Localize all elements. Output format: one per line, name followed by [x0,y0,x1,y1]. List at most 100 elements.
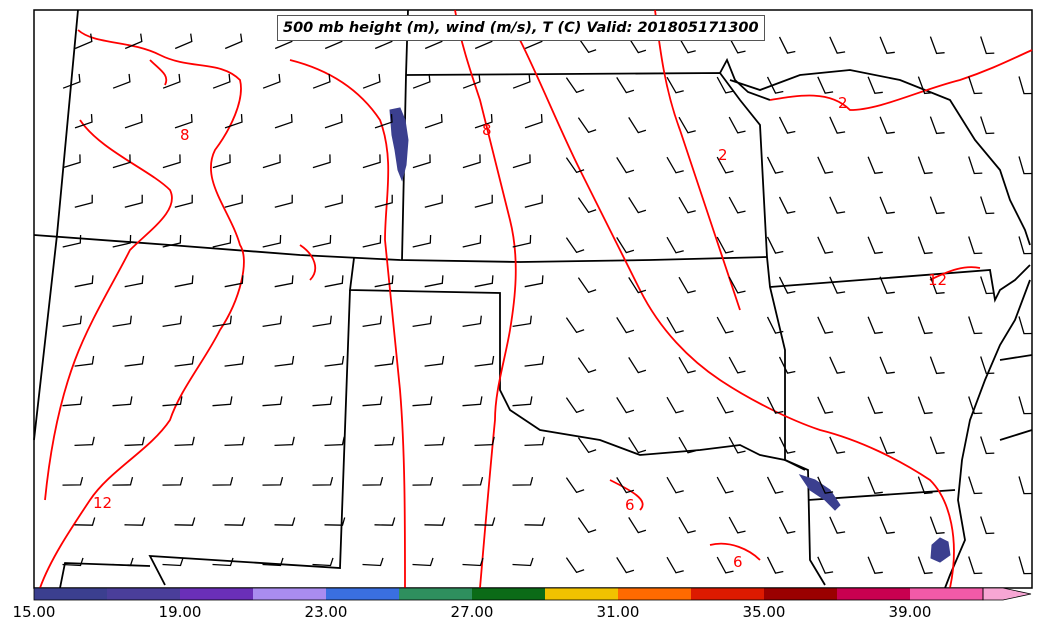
contour-east-1 [654,9,741,311]
colorbar-tick-label: 27.00 [450,603,494,621]
wind-barb [224,517,246,526]
wind-barb [124,194,143,208]
wind-barb [74,517,96,526]
colorbar-segment [472,588,546,600]
wind-barb [766,556,784,574]
wind-barb [666,556,684,574]
wind-barb [666,476,684,494]
wind-barb [817,316,834,334]
wind-barb [980,116,995,135]
wind-barb [867,156,883,175]
wind-barb [678,116,696,134]
wind-barb [666,236,684,254]
boundary-missouri-east [729,69,1031,246]
wind-barb [162,476,184,486]
boundary-nm-east [148,289,351,586]
map-border [33,9,1033,589]
wind-barb [817,156,834,174]
wind-barb [728,116,746,134]
wind-barb [412,154,431,169]
wind-barb [474,355,495,367]
wind-barb [312,234,332,248]
wind-barb [917,316,933,335]
wind-barb [324,436,345,447]
wind-barb [968,156,983,175]
wind-barb [917,396,933,415]
wind-barb [929,516,945,535]
wind-barb [362,476,384,486]
wind-barb [174,194,193,208]
wind-barb [980,196,995,215]
wind-barb [62,234,82,248]
wind-barb [628,117,647,134]
wind-barb [778,276,796,294]
wind-barb [274,436,295,447]
wind-barb [879,356,895,375]
wind-barb [362,73,381,89]
wind-barb [74,355,95,367]
wind-barb [929,276,945,295]
wind-barb [628,277,647,294]
wind-shade-1 [389,107,409,182]
wind-barb [766,236,784,254]
wind-barb [512,315,532,328]
wind-barb [74,436,95,447]
wind-barb [616,397,635,414]
wind-barb [616,557,635,574]
contour-east-2 [769,49,1033,111]
colorbar-segment [764,588,838,600]
wind-barb [829,356,846,374]
wind-barb [867,76,883,95]
contour-label: 2 [838,94,848,112]
contour-west-1 [39,29,245,589]
wind-barb [766,396,784,414]
wind-barb [968,476,983,495]
boundary-iowa-missouri [719,57,771,101]
wind-barb [62,73,81,89]
wind-barb [462,73,481,89]
wind-barb [262,73,281,89]
boundary-mississippi-river [944,279,1031,589]
wind-barb [362,154,381,169]
wind-barb [62,396,83,407]
wind-barb [728,36,746,54]
colorbar-tick-label: 35.00 [742,603,786,621]
wind-barb [274,355,295,367]
wind-shade-3 [930,537,951,563]
wind-barb [224,114,243,129]
wind-barb [867,316,883,335]
wind-barb [565,317,585,334]
wind-barb [577,117,597,134]
wind-barb [917,156,933,175]
wind-barbs [62,33,1033,575]
wind-barb [728,516,746,534]
wind-barb [565,157,585,174]
wind-barb [565,557,585,574]
wind-barb [62,557,84,567]
wind-barb [262,154,281,169]
contour-label: 2 [718,146,728,164]
wind-barb [512,557,534,567]
wind-barb [362,396,383,407]
wind-barb [616,157,635,174]
wind-barb [312,315,332,328]
wind-barb [274,517,296,526]
colorbar-segment [107,588,181,600]
contour-east-3 [929,266,981,281]
colorbar-segment [618,588,692,600]
wind-barb [616,77,635,94]
contour-label: 12 [93,494,112,512]
wind-barb [124,517,146,526]
wind-barb [1018,396,1033,415]
wind-barb [577,197,597,214]
wind-barb [62,315,82,328]
wind-barb [224,194,243,208]
wind-barb [1018,556,1033,575]
wind-barb [474,436,495,447]
contour-south-1 [609,479,644,511]
wind-barb [62,476,84,486]
wind-barb [666,156,684,174]
wind-barb [162,154,181,169]
wind-barb [162,73,181,89]
wind-barb [524,517,546,526]
